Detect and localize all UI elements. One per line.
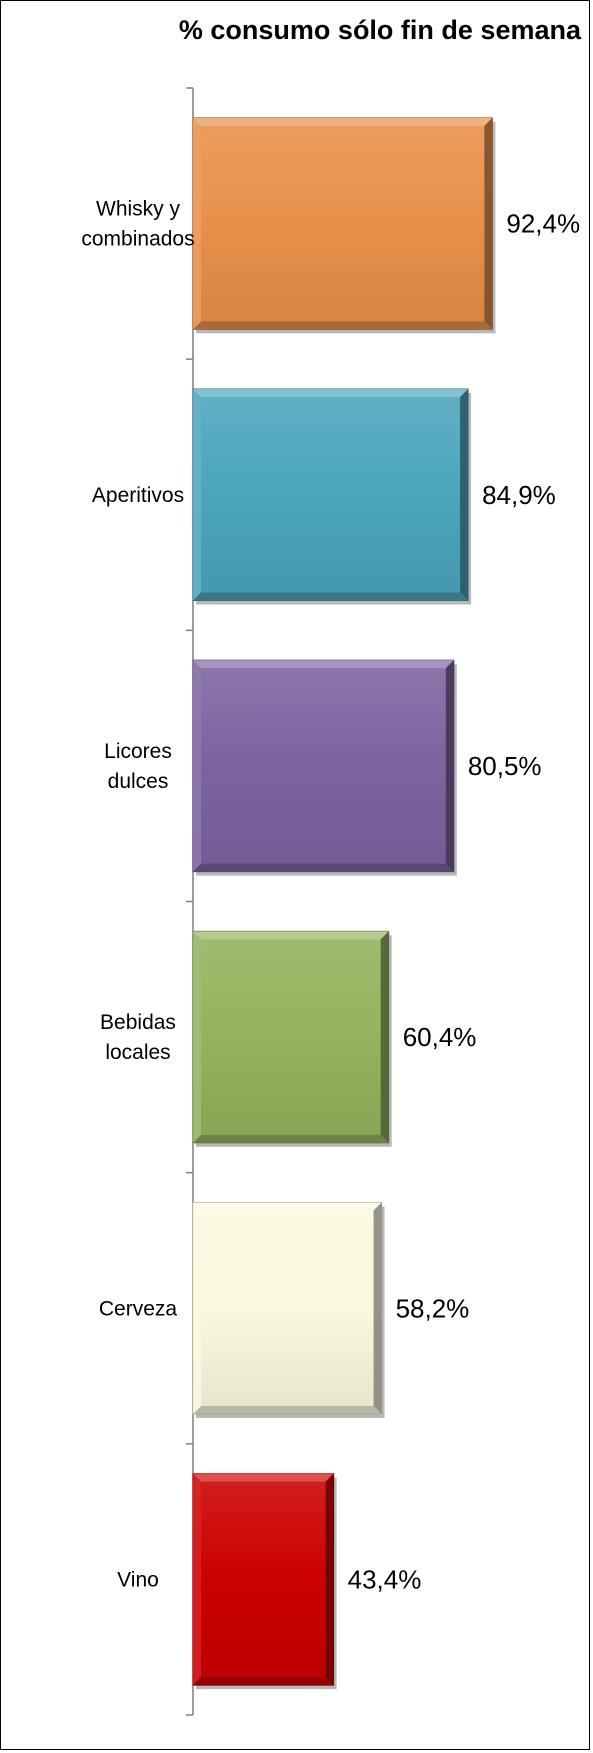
category-label: Aperitivos [92,484,184,507]
category-label: Cerveza [99,1297,178,1320]
category-label: Licores dulces [104,740,172,793]
bar [192,388,472,605]
category-label: Bebidas locales [100,1011,176,1064]
value-label: 92,4% [506,209,580,239]
category-label: Whisky y combinados [81,198,194,251]
value-label: 58,2% [396,1293,470,1323]
value-label: 60,4% [403,1022,477,1052]
bar [192,659,457,876]
bar [192,1201,385,1419]
bar [192,1473,337,1690]
chart-title: % consumo sólo fin de semana [178,15,581,45]
value-label: 80,5% [468,751,542,781]
bar [192,117,496,334]
bar [192,930,392,1147]
category-label: Vino [117,1568,159,1591]
value-label: 84,9% [482,480,556,510]
value-label: 43,4% [348,1564,422,1594]
